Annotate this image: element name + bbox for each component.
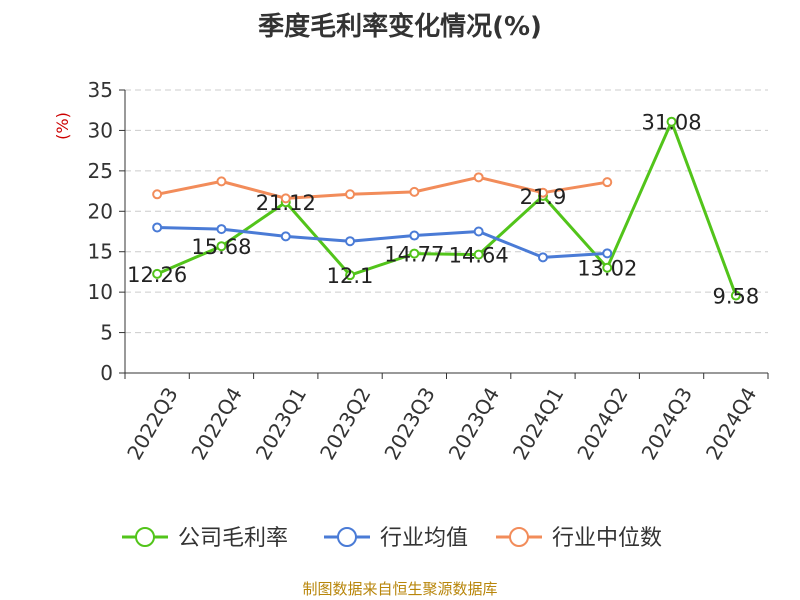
data-point-2 — [152, 189, 163, 200]
data-label: 15.68 — [191, 235, 251, 259]
y-tick-label: 25 — [88, 159, 113, 183]
data-point-1 — [152, 222, 163, 233]
data-label: 13.02 — [577, 257, 637, 281]
x-tick-label: 2024Q2 — [572, 383, 632, 464]
data-point-0 — [152, 268, 163, 279]
data-point-2 — [345, 189, 356, 200]
series-layer — [152, 116, 741, 301]
data-point-0 — [409, 248, 420, 259]
data-point-1 — [473, 226, 484, 237]
x-tick-label: 2024Q4 — [701, 383, 761, 464]
x-tick-label: 2022Q4 — [186, 383, 246, 464]
x-tick-label: 2023Q4 — [444, 383, 504, 464]
data-point-2 — [602, 177, 613, 188]
data-label: 12.26 — [127, 263, 187, 287]
data-label: 21.12 — [256, 191, 316, 215]
data-point-1 — [409, 230, 420, 241]
data-point-2 — [409, 186, 420, 197]
y-tick-label: 35 — [88, 78, 113, 102]
data-point-0 — [666, 116, 677, 127]
y-tick-label: 20 — [88, 199, 113, 223]
legend: 公司毛利率 行业均值 行业中位数 — [122, 526, 662, 551]
data-point-1 — [345, 236, 356, 247]
legend-label: 行业均值 — [380, 526, 468, 551]
x-tick-label: 2022Q3 — [122, 383, 182, 464]
legend-label: 行业中位数 — [552, 526, 662, 551]
data-point-0 — [473, 249, 484, 260]
data-label: 9.58 — [712, 285, 759, 309]
legend-marker — [509, 527, 529, 547]
legend-marker — [337, 527, 357, 547]
chart-title: 季度毛利率变化情况(%) — [258, 12, 542, 42]
x-tick-label: 2023Q1 — [251, 383, 311, 464]
data-point-2 — [537, 187, 548, 198]
data-label: 31.08 — [641, 111, 701, 135]
y-tick-label: 5 — [100, 321, 113, 345]
y-tick-label: 0 — [100, 361, 113, 385]
data-point-1 — [602, 248, 613, 259]
data-point-1 — [280, 231, 291, 242]
x-tick-label: 2024Q1 — [508, 383, 568, 464]
data-label: 12.1 — [327, 264, 374, 288]
data-point-0 — [602, 262, 613, 273]
data-point-0 — [730, 290, 741, 301]
grid-lines — [125, 89, 768, 334]
legend-label: 公司毛利率 — [178, 526, 288, 551]
data-label: 21.9 — [520, 185, 567, 209]
y-axis-label: (%) — [53, 112, 72, 140]
x-tick-label: 2023Q2 — [315, 383, 375, 464]
series-line-1 — [157, 225, 608, 259]
series-line-2 — [156, 175, 608, 200]
y-tick-label: 10 — [88, 280, 113, 304]
source-note: 制图数据来自恒生聚源数据库 — [302, 580, 498, 598]
data-point-1 — [537, 252, 548, 263]
y-tick-label: 30 — [88, 118, 113, 142]
x-tick-label: 2024Q3 — [637, 383, 697, 464]
data-point-2 — [280, 193, 291, 204]
series-line-0 — [156, 120, 738, 297]
data-label: 14.64 — [449, 244, 509, 268]
data-point-2 — [216, 176, 227, 187]
data-point-2 — [473, 172, 484, 183]
y-tick-label: 15 — [88, 240, 113, 264]
legend-marker — [135, 527, 155, 547]
data-label: 14.77 — [384, 243, 444, 267]
data-point-0 — [345, 270, 356, 281]
x-tick-label: 2023Q3 — [379, 383, 439, 464]
data-point-0 — [216, 241, 227, 252]
data-point-1 — [216, 224, 227, 235]
